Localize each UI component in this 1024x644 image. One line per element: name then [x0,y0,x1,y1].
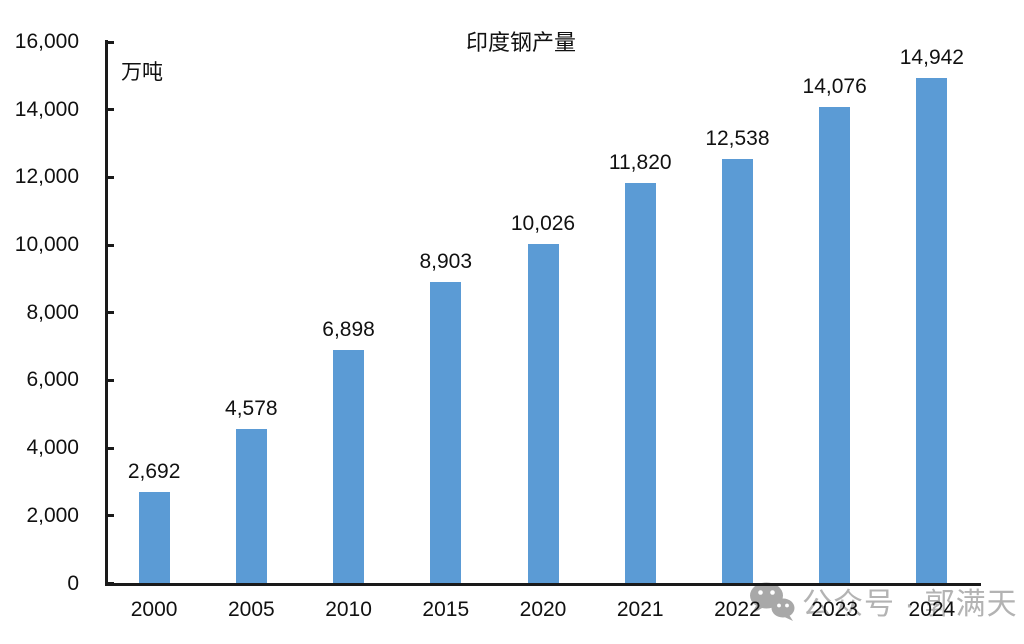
y-axis-label-12000: 12,000 [14,165,79,189]
bar-2005 [235,428,267,584]
bar-2010 [333,350,365,584]
x-axis-label-2005: 2005 [227,598,275,621]
bar-2020 [527,244,559,584]
y-axis-line [104,40,108,586]
watermark: 公众号 · 郭满天 [748,579,1018,623]
y-axis-tick [107,175,114,179]
watermark-text: 公众号 · 郭满天 [802,588,1018,621]
x-axis-label-2023: 2023 [811,598,859,621]
wechat-icon [750,582,795,621]
x-axis-label-2024: 2024 [908,598,956,621]
y-axis-label-8000: 8,000 [26,300,79,324]
value-label-2020: 10,026 [510,212,576,236]
value-label-2023: 14,076 [802,75,867,99]
y-axis-label-2000: 2,000 [26,503,79,527]
x-axis-label-2022: 2022 [714,598,761,621]
y-axis-tick [107,108,114,112]
value-label-2005: 4,578 [225,396,278,420]
y-axis-unit-label: 万吨 [121,60,163,84]
value-label-2000: 2,692 [127,460,181,484]
bar-2015 [430,282,462,584]
x-axis-label-2015: 2015 [422,598,470,621]
x-axis-label-2000: 2000 [130,598,178,621]
x-axis-label-2020: 2020 [519,598,567,621]
bar-2023 [819,107,851,584]
y-axis-tick [107,40,114,44]
bar-2024 [916,77,948,584]
bar-2000 [138,492,170,584]
y-axis-tick [107,243,114,247]
y-axis-label-10000: 10,000 [14,233,79,257]
bar-2022 [721,159,753,584]
y-axis-label-6000: 6,000 [26,368,79,392]
value-label-2010: 6,898 [322,318,375,342]
x-axis-label-2021: 2021 [616,598,664,621]
y-axis-label-0: 0 [67,571,79,595]
value-label-2022: 12,538 [705,127,770,151]
y-axis-label-16000: 16,000 [14,30,79,53]
y-axis-tick [107,378,114,382]
y-axis-tick [107,446,114,450]
x-axis-line [104,583,981,586]
value-label-2015: 8,903 [419,250,473,274]
value-label-2021: 11,820 [608,151,672,175]
y-axis-tick [107,311,114,315]
y-axis-tick [107,514,114,518]
value-label-2024: 14,942 [899,45,964,69]
y-axis-label-4000: 4,000 [26,436,79,460]
x-axis-label-2010: 2010 [325,598,372,621]
bar-2021 [624,183,656,584]
y-axis-tick [107,582,114,585]
y-axis-label-14000: 14,000 [14,97,79,121]
chart-title: 印度钢产量 [465,30,576,55]
